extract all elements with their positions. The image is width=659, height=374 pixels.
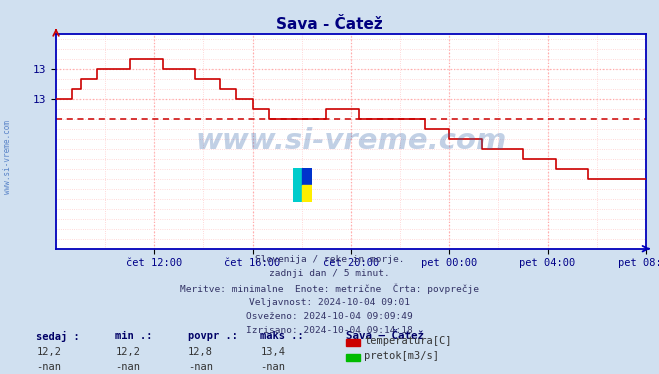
Text: 12,8: 12,8 xyxy=(188,347,213,357)
Text: zadnji dan / 5 minut.: zadnji dan / 5 minut. xyxy=(269,269,390,278)
Text: www.si-vreme.com: www.si-vreme.com xyxy=(195,127,507,155)
Bar xyxy=(293,168,302,202)
Text: min .:: min .: xyxy=(115,331,153,341)
Text: Izrisano: 2024-10-04 09:14:18: Izrisano: 2024-10-04 09:14:18 xyxy=(246,326,413,335)
Text: Sava - Čatež: Sava - Čatež xyxy=(276,17,383,32)
Text: -nan: -nan xyxy=(188,362,213,372)
Text: povpr .:: povpr .: xyxy=(188,331,238,341)
Text: Osveženo: 2024-10-04 09:09:49: Osveženo: 2024-10-04 09:09:49 xyxy=(246,312,413,321)
Text: -nan: -nan xyxy=(260,362,285,372)
Text: -nan: -nan xyxy=(115,362,140,372)
Text: 12,2: 12,2 xyxy=(36,347,61,357)
Text: 13,4: 13,4 xyxy=(260,347,285,357)
Text: www.si-vreme.com: www.si-vreme.com xyxy=(3,120,13,194)
Text: -nan: -nan xyxy=(36,362,61,372)
Text: 12,2: 12,2 xyxy=(115,347,140,357)
Bar xyxy=(302,168,312,185)
Text: pretok[m3/s]: pretok[m3/s] xyxy=(364,351,440,361)
Text: Meritve: minimalne  Enote: metrične  Črta: povprečje: Meritve: minimalne Enote: metrične Črta:… xyxy=(180,283,479,294)
Text: sedaj :: sedaj : xyxy=(36,331,80,342)
Text: Veljavnost: 2024-10-04 09:01: Veljavnost: 2024-10-04 09:01 xyxy=(249,298,410,307)
Text: Sava – Čatež: Sava – Čatež xyxy=(346,331,424,341)
Text: maks .:: maks .: xyxy=(260,331,304,341)
Bar xyxy=(302,185,312,202)
Text: temperatura[C]: temperatura[C] xyxy=(364,336,452,346)
Text: Slovenija / reke in morje.: Slovenija / reke in morje. xyxy=(255,255,404,264)
